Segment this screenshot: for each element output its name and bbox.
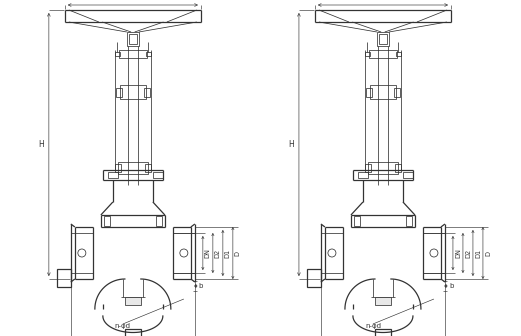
Bar xyxy=(366,88,372,97)
Bar xyxy=(146,52,151,56)
Text: b: b xyxy=(199,283,203,289)
Text: D: D xyxy=(235,251,241,255)
Bar xyxy=(57,269,71,287)
Text: D1: D1 xyxy=(475,248,481,258)
Bar xyxy=(375,329,391,336)
Text: H: H xyxy=(288,140,294,149)
Text: Do: Do xyxy=(128,0,138,2)
Text: D1: D1 xyxy=(225,248,231,258)
Bar xyxy=(370,85,396,99)
Bar xyxy=(145,164,151,172)
Text: b: b xyxy=(449,283,453,289)
Text: DN: DN xyxy=(205,248,211,258)
Bar xyxy=(129,34,137,44)
Text: D2: D2 xyxy=(215,248,221,258)
Bar xyxy=(375,297,391,305)
Bar xyxy=(144,88,150,97)
Bar xyxy=(396,52,401,56)
Bar xyxy=(369,50,397,58)
Bar xyxy=(125,297,141,305)
Bar xyxy=(108,172,118,178)
Bar xyxy=(119,50,147,58)
Bar xyxy=(365,164,371,172)
Text: H: H xyxy=(38,140,44,149)
Text: n-φd: n-φd xyxy=(365,323,381,329)
Bar xyxy=(403,172,413,178)
Bar xyxy=(127,32,139,46)
Bar xyxy=(156,216,162,226)
Bar xyxy=(368,162,398,174)
Bar xyxy=(358,172,368,178)
Text: D: D xyxy=(485,251,491,255)
Bar xyxy=(354,216,360,226)
Bar xyxy=(394,88,400,97)
Text: n-φd: n-φd xyxy=(115,323,131,329)
Bar xyxy=(365,52,370,56)
Bar xyxy=(377,32,389,46)
Bar xyxy=(406,216,412,226)
Text: DN: DN xyxy=(455,248,461,258)
Bar xyxy=(115,52,120,56)
Bar xyxy=(307,269,321,287)
Text: Do: Do xyxy=(378,0,388,2)
Bar xyxy=(104,216,110,226)
Bar xyxy=(395,164,401,172)
Text: D2: D2 xyxy=(465,248,471,258)
Bar xyxy=(153,172,163,178)
Bar xyxy=(115,164,121,172)
Bar xyxy=(120,85,146,99)
Bar xyxy=(118,162,148,174)
Bar xyxy=(116,88,122,97)
Bar xyxy=(125,329,141,336)
Bar xyxy=(379,34,387,44)
